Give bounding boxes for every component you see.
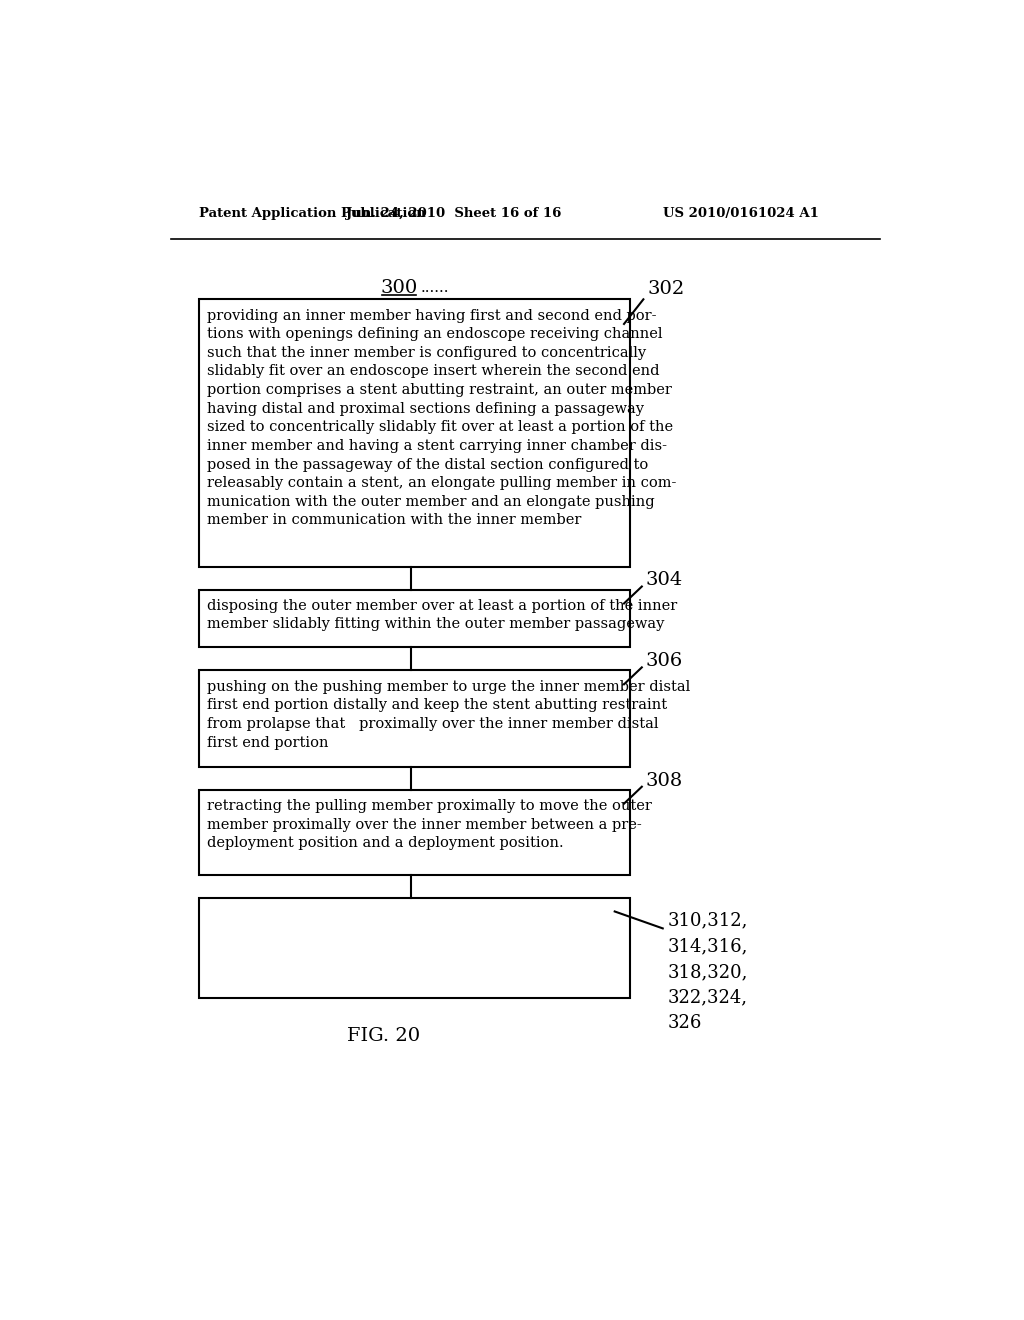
Text: US 2010/0161024 A1: US 2010/0161024 A1 — [663, 207, 818, 220]
Bar — [200, 300, 630, 566]
Text: providing an inner member having first and second end por-
tions with openings d: providing an inner member having first a… — [207, 309, 677, 528]
Text: 310,312,
314,316,
318,320,
322,324,
326: 310,312, 314,316, 318,320, 322,324, 326 — [668, 911, 748, 1032]
Bar — [200, 898, 630, 998]
Text: 304: 304 — [646, 572, 683, 589]
Text: ......: ...... — [421, 281, 450, 294]
Text: pushing on the pushing member to urge the inner member distal
first end portion : pushing on the pushing member to urge th… — [207, 680, 690, 750]
Bar — [200, 590, 630, 647]
Text: Patent Application Publication: Patent Application Publication — [200, 207, 426, 220]
Text: 300: 300 — [381, 279, 418, 297]
Text: 302: 302 — [647, 280, 684, 298]
Bar — [200, 671, 630, 767]
Bar — [200, 789, 630, 875]
Text: Jun. 24, 2010  Sheet 16 of 16: Jun. 24, 2010 Sheet 16 of 16 — [346, 207, 561, 220]
Text: disposing the outer member over at least a portion of the inner
member slidably : disposing the outer member over at least… — [207, 599, 677, 631]
Text: retracting the pulling member proximally to move the outer
member proximally ove: retracting the pulling member proximally… — [207, 799, 652, 850]
Text: FIG. 20: FIG. 20 — [347, 1027, 420, 1045]
Text: 306: 306 — [646, 652, 683, 671]
Text: 308: 308 — [646, 772, 683, 789]
